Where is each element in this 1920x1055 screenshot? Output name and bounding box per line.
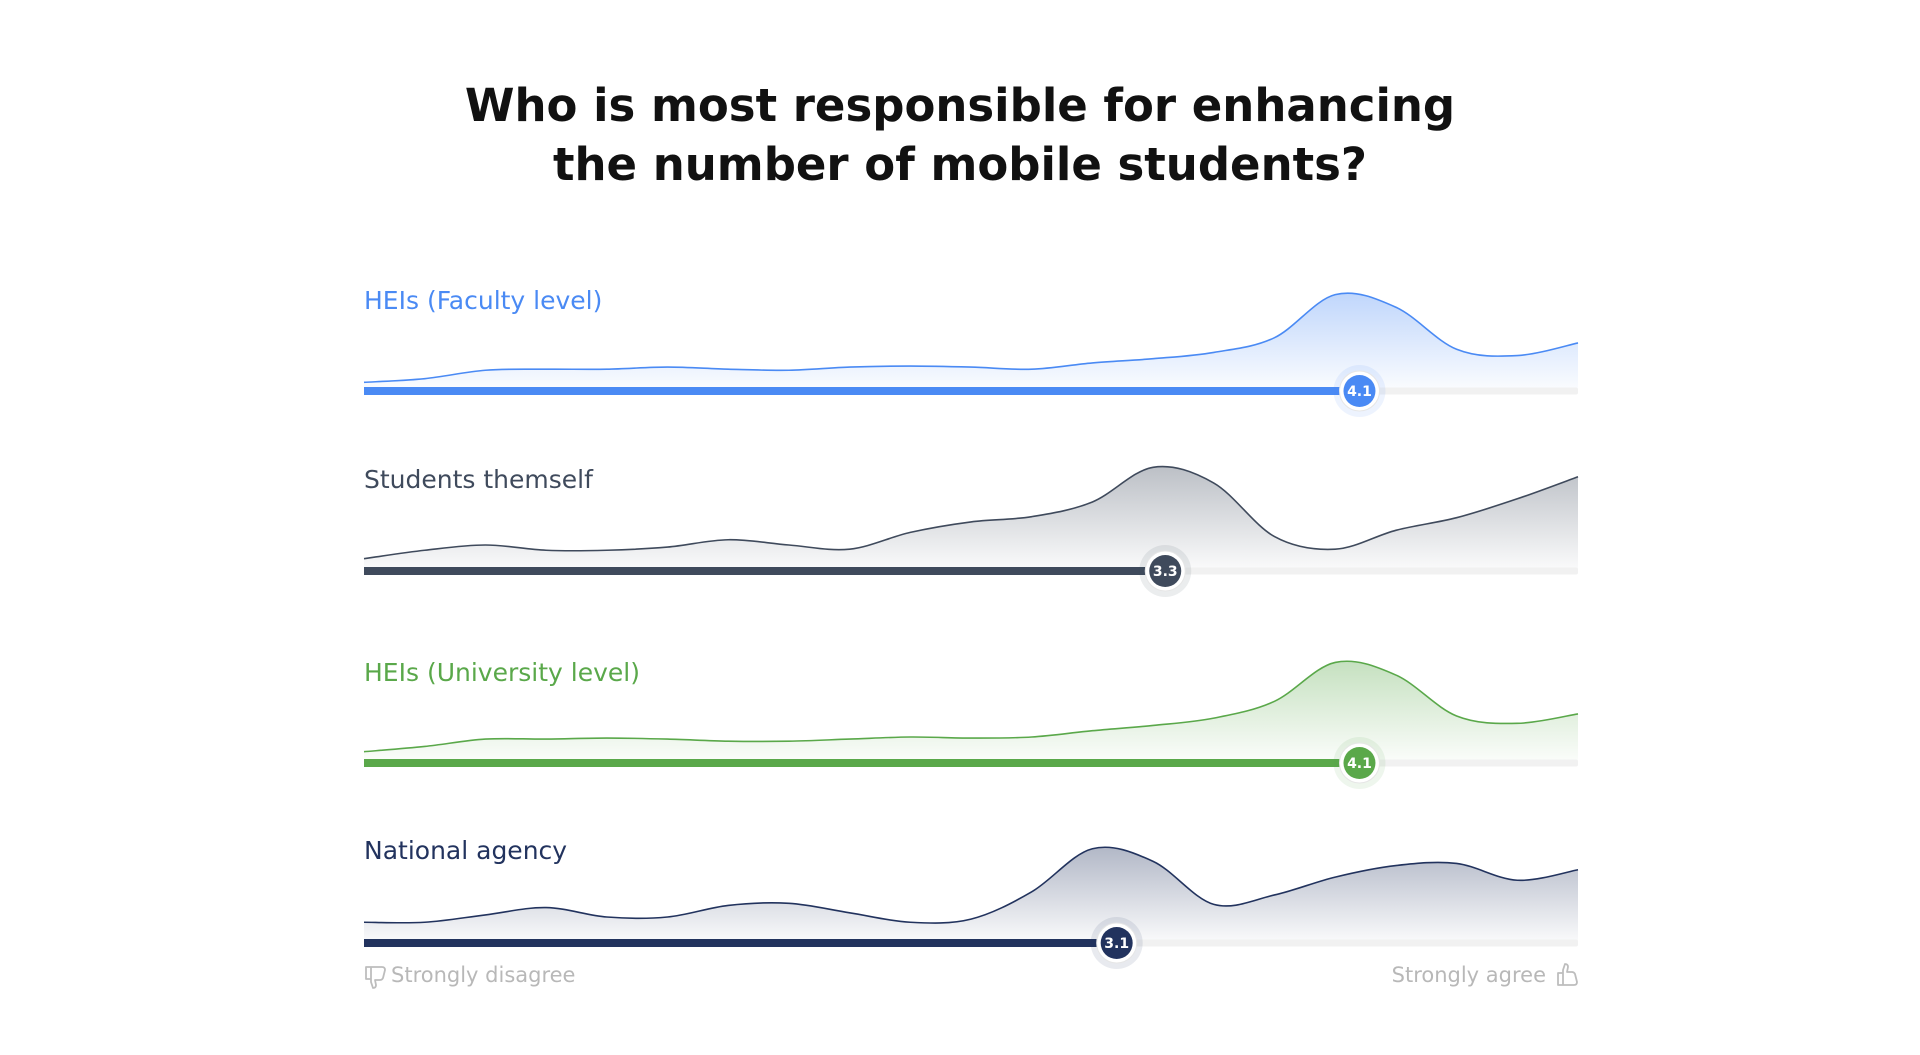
scale-right-label: Strongly agree — [1392, 963, 1546, 987]
knob-value: 4.1 — [1347, 384, 1372, 400]
track-fill — [364, 759, 1360, 767]
scale-left-label: Strongly disagree — [391, 963, 575, 987]
knob-value: 4.1 — [1347, 756, 1372, 772]
density-area — [364, 661, 1578, 763]
slider-row: HEIs (University level) 4.1 — [363, 658, 1579, 789]
chart-title: the number of mobile students? — [553, 138, 1367, 191]
density-line — [363, 846, 1579, 924]
dislike-icon — [365, 966, 386, 989]
row-label: National agency — [364, 836, 567, 865]
track-fill — [364, 939, 1117, 947]
slider-row: HEIs (Faculty level) 4.1 — [363, 286, 1579, 417]
density-area — [364, 293, 1578, 391]
knob — [1343, 375, 1376, 407]
density-line — [363, 465, 1579, 560]
density-area — [364, 847, 1578, 943]
density-line — [363, 292, 1579, 384]
knob — [1149, 555, 1182, 587]
slider-row: National agency 3.1 — [363, 836, 1579, 969]
density-line — [363, 660, 1579, 753]
knob — [1100, 927, 1133, 959]
row-label: HEIs (University level) — [364, 658, 640, 687]
knob-value: 3.1 — [1104, 936, 1129, 952]
chart-title: Who is most responsible for enhancing — [465, 79, 1455, 132]
row-label: HEIs (Faculty level) — [364, 286, 602, 315]
track-fill — [364, 567, 1166, 575]
row-label: Students themself — [364, 465, 594, 494]
density-area — [364, 466, 1578, 571]
knob — [1343, 747, 1376, 779]
like-icon — [1557, 963, 1578, 986]
track-fill — [364, 387, 1360, 395]
slider-row: Students themself 3.3 — [363, 465, 1579, 597]
knob-value: 3.3 — [1153, 564, 1178, 580]
